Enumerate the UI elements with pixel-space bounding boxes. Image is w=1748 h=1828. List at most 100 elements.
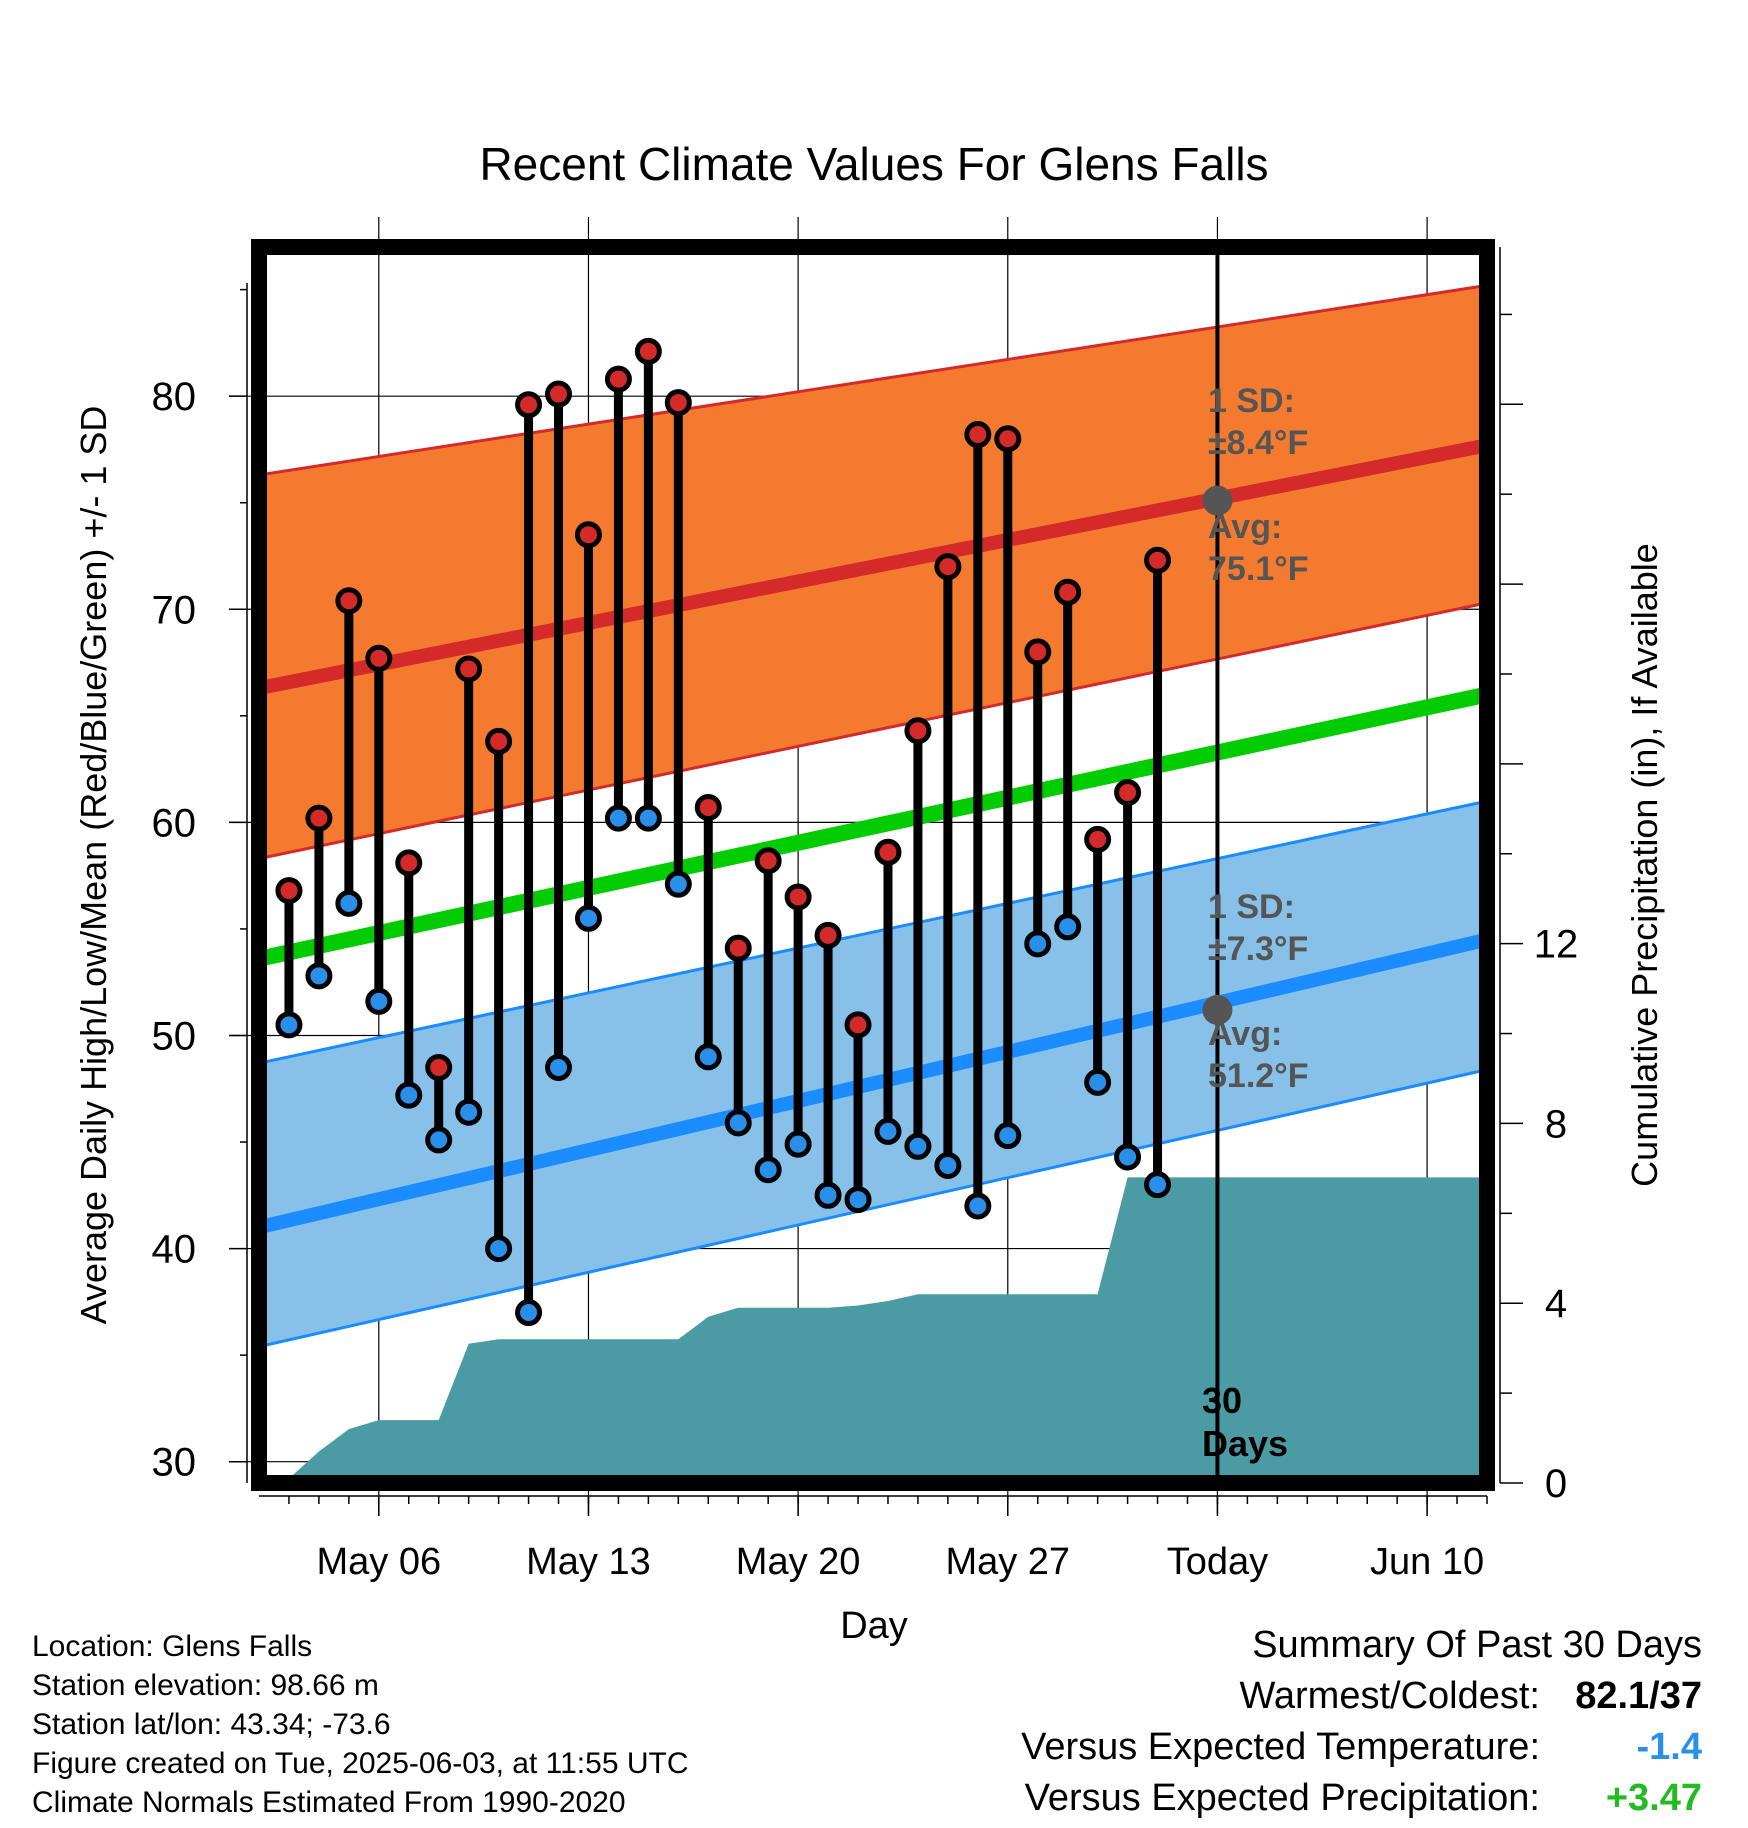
low-avg-line [257, 932, 1489, 1235]
normal-bands [257, 283, 1489, 1349]
day-low-point [994, 1122, 1022, 1150]
day-high-point [1114, 779, 1142, 807]
day-high-point [994, 425, 1022, 453]
elevation-text: Station elevation: 98.66 m [32, 1669, 379, 1702]
temp-value: -1.4 [1636, 1726, 1702, 1768]
y-tick-label: 50 [152, 1014, 197, 1058]
day-high-point [934, 553, 962, 581]
temp-label: Versus Expected Temperature: [1021, 1726, 1540, 1768]
day-high-point [275, 877, 303, 905]
day-high-point [395, 849, 423, 877]
y2-tick-label: 0 [1545, 1462, 1567, 1506]
day-low-point [664, 870, 692, 898]
created-text: Figure created on Tue, 2025-06-03, at 11… [32, 1747, 689, 1780]
summary-title-text: Summary Of Past 30 Days [1252, 1624, 1702, 1666]
warmest-value: 82.1 [1575, 1675, 1650, 1717]
mean-avg-line [257, 686, 1489, 967]
normals-text: Climate Normals Estimated From 1990-2020 [32, 1786, 626, 1819]
location-text: Location: Glens Falls [32, 1630, 313, 1663]
day-high-point [694, 793, 722, 821]
day-high-point [814, 921, 842, 949]
daily-values [275, 337, 1172, 1327]
day-low-point [934, 1151, 962, 1179]
low-lower-line [258, 1068, 1488, 1349]
latlon-text: Station lat/lon: 43.34; -73.6 [32, 1708, 391, 1741]
chart-title: Recent Climate Values For Glens Falls [479, 138, 1268, 190]
day-low-point [634, 804, 662, 832]
low-upper-line [258, 799, 1488, 1065]
y-tick-label: 40 [152, 1228, 197, 1272]
high-sd-value: ±8.4°F [1208, 424, 1308, 462]
day-low-point [515, 1299, 543, 1327]
day-low-point [395, 1081, 423, 1109]
day-low-point [694, 1043, 722, 1071]
days-label: Days [1202, 1423, 1288, 1464]
day-low-point [1144, 1171, 1172, 1199]
low-sd-label: 1 SD: [1208, 888, 1295, 926]
y2-tick-label: 4 [1545, 1282, 1567, 1326]
day-high-point [634, 337, 662, 365]
day-low-point [485, 1235, 513, 1263]
summary-temp-row: Versus Expected Temperature: -1.4 [1021, 1722, 1702, 1773]
y-tick-label: 70 [152, 588, 197, 632]
y2-tick-label: 8 [1545, 1102, 1567, 1146]
day-high-point [515, 391, 543, 419]
day-low-point [604, 804, 632, 832]
annotations: 1 SD: ±8.4°F Avg: 75.1°F 1 SD: ±7.3°F Av… [1202, 382, 1309, 1464]
day-low-point [904, 1132, 932, 1160]
day-low-point [1024, 930, 1052, 958]
y-tick-label: 30 [152, 1441, 197, 1485]
x-axis-label: Day [840, 1605, 908, 1647]
day-low-point [1114, 1143, 1142, 1171]
low-sd-band [259, 801, 1487, 1347]
day-high-point [904, 717, 932, 745]
x-tick-label: May 20 [736, 1541, 861, 1583]
day-low-point [275, 1011, 303, 1039]
warmest-label: Warmest/Coldest: [1239, 1675, 1540, 1717]
today-avg-low-dot [1202, 994, 1233, 1025]
day-high-point [1024, 638, 1052, 666]
plot-frame [251, 239, 1495, 1491]
day-low-point [814, 1181, 842, 1209]
y-axis-left: 30 40 50 60 70 80 [152, 283, 248, 1485]
day-high-point [545, 380, 573, 408]
day-low-point [1084, 1068, 1112, 1096]
x-tick-label: Today [1167, 1541, 1268, 1583]
day-high-point [1054, 578, 1082, 606]
station-info: Location: Glens Falls Station elevation:… [32, 1627, 689, 1822]
day-low-point [455, 1098, 483, 1126]
y2-tick-label: 12 [1534, 923, 1579, 967]
plot-area: 1 SD: ±8.4°F Avg: 75.1°F 1 SD: ±7.3°F Av… [229, 217, 1495, 1513]
y-axis-right: 0 4 8 12 [1499, 247, 1579, 1506]
summary-title: Summary Of Past 30 Days [1021, 1620, 1702, 1671]
day-low-point [964, 1192, 992, 1220]
day-high-point [574, 521, 602, 549]
high-avg-line [257, 438, 1489, 695]
day-high-point [365, 644, 393, 672]
day-low-point [425, 1126, 453, 1154]
y-tick-label: 80 [152, 375, 197, 419]
day-high-point [335, 587, 363, 615]
day-low-point [724, 1109, 752, 1137]
day-low-point [754, 1156, 782, 1184]
precip-value: +3.47 [1605, 1777, 1702, 1819]
y-tick-label: 60 [152, 801, 197, 845]
low-avg-label: Avg: [1208, 1015, 1282, 1053]
high-lower-line [258, 601, 1488, 861]
summary-panel: Summary Of Past 30 Days Warmest/Coldest:… [1021, 1620, 1702, 1824]
y-axis-label: Average Daily High/Low/Mean (Red/Blue/Gr… [73, 406, 114, 1325]
high-upper-line [258, 283, 1488, 477]
day-low-point [365, 987, 393, 1015]
precip-label: Versus Expected Precipitation: [1024, 1777, 1540, 1819]
x-axis: May 06 May 13 May 20 May 27 Today Jun 10 [259, 1495, 1488, 1583]
day-high-point [724, 934, 752, 962]
precip-area [259, 1177, 1487, 1483]
summary-precip-row: Versus Expected Precipitation: +3.47 [1021, 1773, 1702, 1824]
day-high-point [1144, 546, 1172, 574]
day-high-point [425, 1053, 453, 1081]
high-avg-label: Avg: [1208, 508, 1282, 546]
day-low-point [874, 1117, 902, 1145]
day-low-point [784, 1130, 812, 1158]
day-low-point [844, 1186, 872, 1214]
